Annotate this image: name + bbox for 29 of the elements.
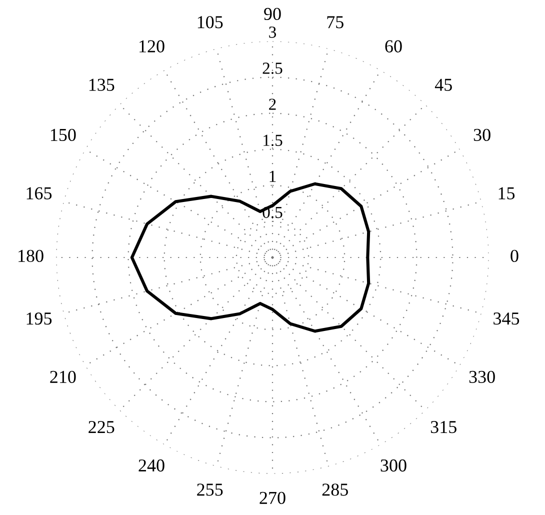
y-tick-label: 2.5 — [262, 62, 282, 74]
y-tick-label: 1 — [270, 170, 276, 182]
spoke-label: 195 — [26, 312, 52, 325]
spoke-label: 345 — [494, 312, 520, 325]
spoke-label: 105 — [198, 16, 223, 28]
spoke-label: 180 — [18, 250, 44, 262]
spoke-label: 135 — [89, 78, 114, 91]
spoke-label: 270 — [260, 492, 286, 504]
spoke-label: 150 — [50, 128, 76, 142]
y-tick-label: 2 — [269, 98, 276, 110]
spoke-label: 165 — [26, 187, 52, 200]
spoke-label: 45 — [434, 78, 452, 91]
spoke-label: 255 — [197, 484, 223, 496]
spoke-label: 15 — [498, 187, 515, 200]
spoke-label: 75 — [327, 16, 344, 28]
spoke-label: 0 — [510, 250, 518, 262]
spoke-label: 60 — [385, 40, 402, 52]
y-tick-label: 3 — [269, 26, 276, 38]
spoke-label: 330 — [469, 370, 495, 384]
spoke-label: 90 — [264, 8, 281, 20]
y-tick-label: 1.5 — [264, 134, 282, 146]
spoke-label: 30 — [474, 128, 490, 142]
spoke-label: 225 — [88, 421, 114, 434]
spoke-label: 285 — [322, 484, 348, 496]
spoke-label: 315 — [430, 421, 456, 434]
spoke-label: 300 — [380, 459, 406, 472]
spoke-label: 210 — [50, 370, 76, 384]
spoke-label: 240 — [138, 459, 164, 472]
spoke-label: 120 — [140, 40, 164, 52]
